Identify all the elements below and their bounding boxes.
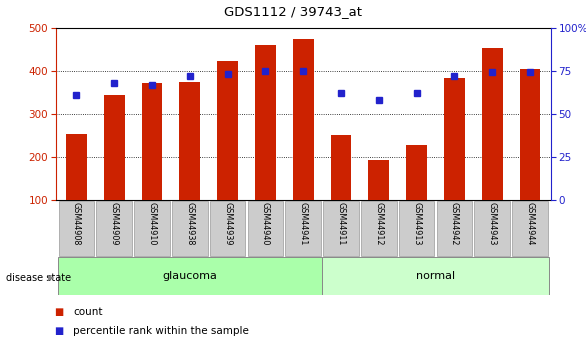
Bar bbox=[248, 201, 283, 256]
Bar bbox=[331, 135, 352, 200]
Bar bbox=[172, 201, 207, 256]
Bar bbox=[520, 69, 540, 200]
Bar bbox=[323, 201, 359, 256]
Bar bbox=[285, 201, 321, 256]
Text: GSM44911: GSM44911 bbox=[336, 202, 346, 245]
Text: GSM44942: GSM44942 bbox=[450, 202, 459, 245]
Text: count: count bbox=[73, 307, 103, 317]
Text: ■: ■ bbox=[54, 307, 63, 317]
Bar bbox=[142, 83, 162, 200]
Bar bbox=[399, 201, 434, 256]
Bar bbox=[59, 201, 94, 256]
Text: GSM44943: GSM44943 bbox=[488, 202, 497, 245]
Bar bbox=[475, 201, 510, 256]
Text: GSM44940: GSM44940 bbox=[261, 202, 270, 245]
Bar bbox=[255, 45, 276, 200]
Text: GSM44908: GSM44908 bbox=[72, 202, 81, 245]
Bar bbox=[179, 81, 200, 200]
Bar bbox=[369, 160, 389, 200]
Text: disease state: disease state bbox=[6, 273, 71, 283]
Bar bbox=[210, 201, 246, 256]
Bar bbox=[57, 257, 322, 295]
Bar bbox=[437, 201, 472, 256]
Text: percentile rank within the sample: percentile rank within the sample bbox=[73, 326, 249, 336]
Text: GSM44939: GSM44939 bbox=[223, 202, 232, 245]
Bar bbox=[66, 134, 87, 200]
Text: GSM44944: GSM44944 bbox=[526, 202, 534, 245]
Text: GSM44912: GSM44912 bbox=[374, 202, 383, 245]
Bar bbox=[293, 39, 314, 200]
Text: GSM44910: GSM44910 bbox=[148, 202, 156, 245]
Bar bbox=[444, 78, 465, 200]
Bar bbox=[482, 48, 503, 200]
Text: GSM44909: GSM44909 bbox=[110, 202, 119, 245]
Text: ■: ■ bbox=[54, 326, 63, 336]
Bar bbox=[134, 201, 170, 256]
Bar bbox=[406, 145, 427, 200]
Bar bbox=[361, 201, 397, 256]
Text: glaucoma: glaucoma bbox=[162, 271, 217, 281]
Bar bbox=[217, 61, 238, 200]
Text: GDS1112 / 39743_at: GDS1112 / 39743_at bbox=[224, 5, 362, 18]
Bar bbox=[97, 201, 132, 256]
Text: GSM44938: GSM44938 bbox=[185, 202, 195, 245]
Bar bbox=[104, 95, 125, 200]
Bar bbox=[322, 257, 549, 295]
Bar bbox=[512, 201, 548, 256]
Text: ▶: ▶ bbox=[48, 273, 55, 282]
Text: GSM44941: GSM44941 bbox=[299, 202, 308, 245]
Text: GSM44913: GSM44913 bbox=[412, 202, 421, 245]
Text: normal: normal bbox=[416, 271, 455, 281]
